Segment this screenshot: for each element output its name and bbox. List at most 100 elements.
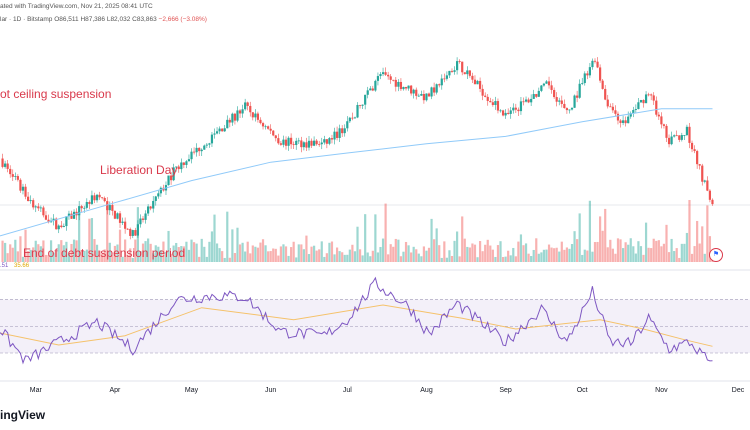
volume-bar [213,214,216,262]
candle-body [632,109,635,114]
annotation-liberation-day: Liberation Day [100,163,178,177]
candle-body [463,72,466,75]
candle-body [341,128,344,134]
candle-body [200,149,203,152]
candle-body [361,104,364,106]
candle-body [517,109,520,112]
volume-bar [251,245,254,262]
volume-bar [106,203,109,262]
volume-bar [320,241,323,262]
candle-body [578,83,581,98]
volume-bar [404,241,408,262]
volume-bar [182,246,185,262]
volume-bar [126,254,129,262]
candle-body [307,140,311,148]
volume-bar [157,246,160,262]
candle-body [614,110,617,114]
volume-bar [601,230,604,262]
volume-bar [356,226,359,262]
volume-bar [172,245,175,262]
candle-body [484,95,487,97]
volume-bar [644,222,648,262]
volume-bar [75,240,78,262]
volume-bar [292,241,295,262]
candle-body [246,102,249,106]
candle-body [425,93,428,101]
candle-body [688,126,691,143]
candle-body [450,70,454,72]
candle-body [108,205,111,211]
candle-body [62,226,65,228]
candle-body [264,126,267,128]
candle-body [42,207,45,216]
candle-body [32,200,35,208]
volume-bar [338,251,341,262]
candle-body [52,218,55,221]
volume-bar [450,255,454,262]
candle-body [231,113,234,123]
candle-body [524,99,528,102]
volume-bar [466,246,469,262]
volume-bar [586,250,589,262]
volume-bar [453,240,456,262]
candle-body [473,79,477,85]
candle-body [624,120,627,124]
volume-bar [134,239,137,262]
candle-body [381,72,385,75]
volume-bar [369,256,372,262]
volume-bar [65,241,68,262]
volume-bar [402,251,405,262]
volume-bar [162,241,165,262]
volume-bar [371,250,374,262]
candle-body [152,200,155,209]
candle-body [205,144,208,146]
volume-bar [90,218,94,262]
candle-body [412,89,415,94]
volume-bar [394,238,397,262]
candle-body [192,151,196,153]
volume-bar [634,253,637,262]
volume-bar [504,256,507,262]
volume-bar [70,243,73,262]
volume-bar [560,241,563,262]
volume-bar [121,256,124,262]
volume-bar [665,224,668,262]
candle-body [601,80,604,89]
volume-bar [675,248,678,262]
volume-bar [568,248,571,262]
candle-body [701,165,704,182]
candle-body [320,142,323,145]
candle-body [616,113,620,121]
volume-bar [1,240,4,262]
candle-body [494,101,497,105]
volume-bar [657,240,660,262]
candle-body [532,94,535,99]
candle-body [72,211,76,219]
candle-body [476,80,479,85]
flag-icon[interactable]: ⚑ [709,248,723,262]
volume-bar [238,244,242,262]
candle-body [392,79,395,81]
volume-bar [282,244,285,262]
candle-body [438,84,441,86]
candle-body [586,73,589,76]
volume-bar [593,242,597,262]
candle-body [93,195,96,201]
volume-bar [144,241,147,262]
volume-bar [553,248,556,262]
volume-bar [26,251,30,262]
candle-body [420,93,423,96]
volume-bar [190,239,193,262]
candle-body [272,130,275,136]
candle-body [218,128,221,132]
candle-body [673,135,676,137]
candle-body [195,147,198,153]
candle-body [471,75,474,80]
x-tick-label: Sep [499,387,512,394]
volume-bar [175,242,178,262]
candle-body [47,219,50,223]
candle-body [300,140,303,148]
candle-body [519,101,523,112]
volume-bar [215,243,219,262]
